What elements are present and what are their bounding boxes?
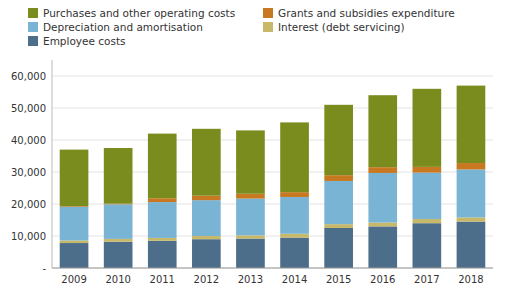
x-tick-label: 2009	[61, 274, 86, 285]
chart: - 10,000 20,000 30,000 40,000 50,000 60,000 200…	[0, 0, 505, 292]
legend-label: Employee costs	[43, 35, 126, 47]
y-tick-label: 10,000	[11, 231, 46, 242]
bar-segment	[60, 150, 89, 207]
bar-segment	[413, 89, 442, 167]
bar-segment	[148, 202, 177, 238]
legend-swatch	[263, 8, 273, 18]
y-tick-label: 50,000	[11, 103, 46, 114]
x-tick-label: 2018	[458, 274, 483, 285]
bar-segment	[236, 239, 265, 268]
bar-segment	[413, 223, 442, 268]
y-axis-line	[52, 60, 53, 268]
bar-segment	[280, 238, 309, 268]
bar-segment	[280, 234, 309, 238]
bar-segment	[236, 199, 265, 236]
legend-swatch	[28, 36, 38, 46]
x-tick-label: 2013	[238, 274, 263, 285]
bar-segment	[368, 223, 397, 227]
x-tick-label: 2012	[194, 274, 219, 285]
y-axis: - 10,000 20,000 30,000 40,000 50,000 60,000	[11, 71, 493, 274]
bar-segment	[324, 175, 353, 181]
x-tick-label: 2014	[282, 274, 307, 285]
legend-label: Depreciation and amortisation	[43, 21, 203, 33]
bar-segment	[192, 200, 221, 236]
bar-segment	[457, 86, 486, 163]
y-tick-label: 60,000	[11, 71, 46, 82]
x-axis-line	[52, 268, 493, 269]
x-tick-label: 2015	[326, 274, 351, 285]
grid-line	[52, 268, 493, 269]
bar-segment	[457, 169, 486, 217]
y-tick-label: -	[42, 263, 46, 274]
bar-segment	[236, 130, 265, 193]
bar-segment	[413, 219, 442, 223]
legend-label: Interest (debt servicing)	[278, 21, 405, 33]
x-tick-label: 2016	[370, 274, 395, 285]
legend-swatch	[28, 22, 38, 32]
bar-segment	[60, 207, 89, 241]
bar-segment	[60, 243, 89, 268]
bar-segment	[236, 235, 265, 238]
bar-segment	[192, 129, 221, 196]
bar-segment	[368, 167, 397, 173]
y-tick-label: 40,000	[11, 135, 46, 146]
x-axis: 2009 2010 2011 2012 2013 2014 2015 2016 2017 2018	[52, 268, 493, 285]
legend-swatch	[263, 22, 273, 32]
bar-segment	[192, 236, 221, 239]
bar-segment	[104, 239, 133, 242]
bar-segment	[104, 204, 133, 239]
bar-segment	[324, 224, 353, 228]
x-tick-label: 2017	[414, 274, 439, 285]
bar-segment	[104, 242, 133, 268]
bar-segment	[368, 173, 397, 223]
x-tick-label: 2010	[105, 274, 130, 285]
y-tick-label: 20,000	[11, 199, 46, 210]
bar-segment	[324, 105, 353, 175]
bar-segment	[280, 197, 309, 234]
bar-segment	[192, 239, 221, 268]
bar-segment	[368, 95, 397, 167]
bar-segment	[148, 238, 177, 241]
bar-segment	[368, 226, 397, 268]
bar-segment	[457, 163, 486, 169]
bar-segment	[280, 122, 309, 192]
bar-segment	[457, 217, 486, 221]
legend-swatch	[28, 8, 38, 18]
bar-segment	[192, 196, 221, 200]
bar-segment	[413, 173, 442, 219]
bar-segment	[457, 222, 486, 268]
bar-segment	[236, 194, 265, 199]
bar-segment	[104, 148, 133, 204]
legend: Purchases and other operating costs Grant…	[28, 7, 455, 47]
bar-segment	[148, 134, 177, 199]
bar-segment	[148, 198, 177, 202]
bars	[60, 86, 486, 268]
x-tick-label: 2011	[150, 274, 175, 285]
bar-segment	[324, 181, 353, 224]
y-tick-label: 30,000	[11, 167, 46, 178]
legend-label: Purchases and other operating costs	[43, 7, 235, 19]
bar-segment	[324, 228, 353, 268]
bar-segment	[148, 241, 177, 268]
legend-label: Grants and subsidies expenditure	[278, 7, 455, 19]
bar-segment	[60, 240, 89, 243]
bar-segment	[413, 167, 442, 173]
bar-segment	[280, 192, 309, 197]
grid-line	[52, 76, 493, 77]
